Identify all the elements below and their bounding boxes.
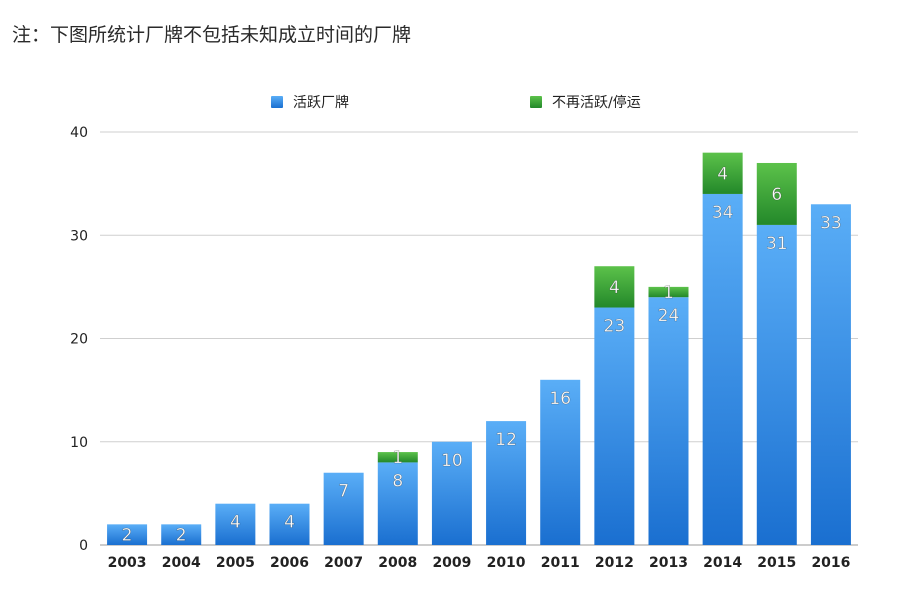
bar-label-active-2007: 7: [338, 482, 349, 502]
x-tick-label-2005: 2005: [216, 555, 255, 571]
bar-label-active-2003: 2: [122, 526, 133, 546]
bar-inactive-2008: [377, 452, 418, 463]
x-tick-label-2012: 2012: [595, 555, 634, 571]
x-tick-label-2015: 2015: [757, 555, 796, 571]
y-tick-label: 30: [70, 228, 88, 244]
y-tick-label: 40: [70, 125, 88, 141]
bar-active-2010: [486, 421, 527, 545]
bar-inactive-2015: [756, 162, 797, 225]
bar-active-2009: [431, 441, 472, 545]
bar-inactive-2012: [594, 266, 635, 308]
bar-label-inactive-2015: 6: [771, 185, 782, 205]
bar-label-inactive-2013: 1: [663, 283, 674, 303]
x-axis-ticks: 2003 2004 2005 2006 2007 2008 2009 2010 2011 2012…: [108, 555, 851, 571]
x-tick-label-2003: 2003: [108, 555, 147, 571]
y-tick-label: 20: [70, 332, 88, 348]
legend: 活跃厂牌 不再活跃/停运: [0, 92, 911, 114]
x-tick-label-2006: 2006: [270, 555, 309, 571]
bar-label-inactive-2014: 4: [717, 164, 728, 184]
legend-item-active: 活跃厂牌: [271, 92, 349, 112]
bar-active-2012: [594, 307, 635, 545]
bar-label-active-2014: 34: [712, 203, 734, 223]
legend-swatch-inactive: [530, 96, 542, 108]
bar-label-active-2016: 33: [820, 213, 842, 233]
bar-active-2005: [215, 503, 256, 545]
bar-label-active-2012: 23: [604, 317, 626, 337]
bar-inactive-2014: [702, 152, 743, 194]
bar-active-2014: [702, 193, 743, 545]
y-tick-label: 10: [70, 435, 88, 451]
legend-swatch-active: [271, 96, 283, 108]
x-tick-label-2004: 2004: [162, 555, 201, 571]
x-tick-label-2011: 2011: [541, 555, 580, 571]
bar-active-2013: [648, 297, 689, 545]
bar-active-2006: [269, 503, 310, 545]
x-tick-label-2013: 2013: [649, 555, 688, 571]
bar-label-active-2004: 2: [176, 526, 187, 546]
bar-label-active-2010: 12: [495, 430, 517, 450]
bar-active-2003: [107, 524, 148, 545]
x-tick-label-2010: 2010: [487, 555, 526, 571]
bar-label-active-2006: 4: [284, 513, 295, 533]
bar-label-active-2009: 10: [441, 451, 463, 471]
bar-label-inactive-2012: 4: [609, 278, 620, 298]
bar-active-2008: [377, 462, 418, 545]
bar-label-active-2013: 24: [658, 306, 680, 326]
legend-item-inactive: 不再活跃/停运: [530, 92, 641, 112]
bar-inactive-2013: [648, 286, 689, 298]
legend-label-inactive: 不再活跃/停运: [552, 95, 641, 111]
x-tick-label-2007: 2007: [324, 555, 363, 571]
bar-active-2004: [161, 524, 202, 545]
x-tick-label-2014: 2014: [703, 555, 742, 571]
bars: [107, 152, 851, 546]
chart-note: 注：下图所统计厂牌不包括未知成立时间的厂牌: [12, 24, 412, 46]
bar-active-2015: [756, 224, 797, 546]
y-tick-label: 0: [79, 538, 88, 554]
x-tick-label-2016: 2016: [811, 555, 850, 571]
legend-label-active: 活跃厂牌: [293, 95, 349, 111]
bar-label-active-2005: 4: [230, 513, 241, 533]
bar-active-2016: [810, 204, 851, 545]
bar-label-active-2015: 31: [766, 234, 788, 254]
y-axis-ticks: 0 10 20 30 40: [70, 125, 88, 554]
bar-label-inactive-2008: 1: [392, 448, 403, 468]
bar-label-active-2011: 16: [549, 389, 571, 409]
x-tick-label-2009: 2009: [432, 555, 471, 571]
bar-active-2011: [540, 379, 581, 545]
bar-label-active-2008: 8: [392, 471, 403, 491]
gridlines: [100, 131, 858, 546]
bar-active-2007: [323, 472, 364, 545]
x-tick-label-2008: 2008: [378, 555, 417, 571]
